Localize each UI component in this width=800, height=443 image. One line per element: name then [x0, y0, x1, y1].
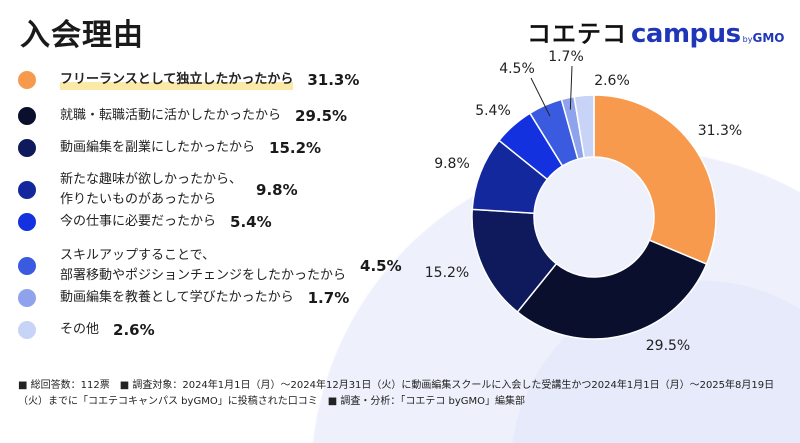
donut-slice: [573, 94, 595, 159]
data-label: 31.3%: [698, 123, 742, 139]
legend-value: 15.2%: [269, 139, 322, 157]
legend-value: 31.3%: [307, 71, 360, 89]
data-label: 9.8%: [434, 156, 470, 172]
legend-label: 新たな趣味が欲しかったから、 作りたいものがあったから: [60, 172, 243, 207]
legend-item: 今の仕事に必要だったから 5.4%: [18, 212, 272, 232]
legend-swatch: [18, 257, 36, 275]
legend-item: その他 2.6%: [18, 320, 155, 340]
footnote: ■ 総回答数：112票 ■ 調査対象：2024年1月1日（月）～2024年12月…: [18, 380, 775, 407]
logo-gmo: GMO: [752, 31, 785, 45]
legend-item: 就職・転職活動に活かしたかったから 29.5%: [18, 106, 347, 126]
legend-value: 4.5%: [360, 257, 402, 275]
data-label: 2.6%: [594, 73, 630, 89]
legend-item: スキルアップすることで、 部署移動やポジションチェンジをしたかったから 4.5%: [18, 246, 402, 286]
leader-line: [569, 65, 573, 110]
legend-label: 動画編集を副業にしたかったから: [60, 140, 256, 155]
data-label: 1.7%: [548, 49, 584, 65]
legend-swatch: [18, 139, 36, 157]
page-title: 入会理由: [20, 18, 144, 53]
legend-value: 1.7%: [307, 289, 350, 307]
logo-jp: コエテコ: [527, 20, 627, 48]
data-label: 29.5%: [646, 338, 690, 354]
data-label: 4.5%: [499, 61, 535, 77]
legend-swatch: [18, 289, 36, 307]
legend-swatch: [18, 181, 36, 199]
legend-item: 動画編集を教養として学びたかったから 1.7%: [18, 288, 349, 308]
legend-swatch: [18, 213, 36, 231]
data-label: 15.2%: [425, 265, 469, 281]
legend-value: 9.8%: [256, 181, 298, 199]
legend-swatch: [18, 321, 36, 339]
legend-item: 新たな趣味が欲しかったから、 作りたいものがあったから 9.8%: [18, 170, 298, 210]
legend-value: 5.4%: [230, 213, 272, 231]
legend-value: 29.5%: [295, 107, 348, 125]
legend-label: スキルアップすることで、 部署移動やポジションチェンジをしたかったから: [60, 248, 347, 283]
logo-by: by: [742, 35, 753, 44]
legend-label: 今の仕事に必要だったから: [60, 214, 217, 229]
data-label: 5.4%: [475, 103, 511, 119]
legend-label: フリーランスとして独立したかったから: [60, 70, 294, 90]
logo-en: campus: [631, 19, 741, 49]
legend-label: その他: [60, 322, 100, 337]
brand-logo: コエテコ campus by GMO: [527, 14, 784, 49]
legend-item: 動画編集を副業にしたかったから 15.2%: [18, 138, 321, 158]
legend-item: フリーランスとして独立したかったから 31.3%: [18, 70, 359, 90]
donut-slice: [593, 94, 717, 266]
legend-swatch: [18, 107, 36, 125]
leader-line: [530, 77, 551, 117]
legend-label: 動画編集を教養として学びたかったから: [60, 290, 294, 305]
legend-swatch: [18, 71, 36, 89]
legend-label: 就職・転職活動に活かしたかったから: [60, 108, 282, 123]
legend-value: 2.6%: [113, 321, 155, 339]
donut-slice: [516, 239, 708, 340]
